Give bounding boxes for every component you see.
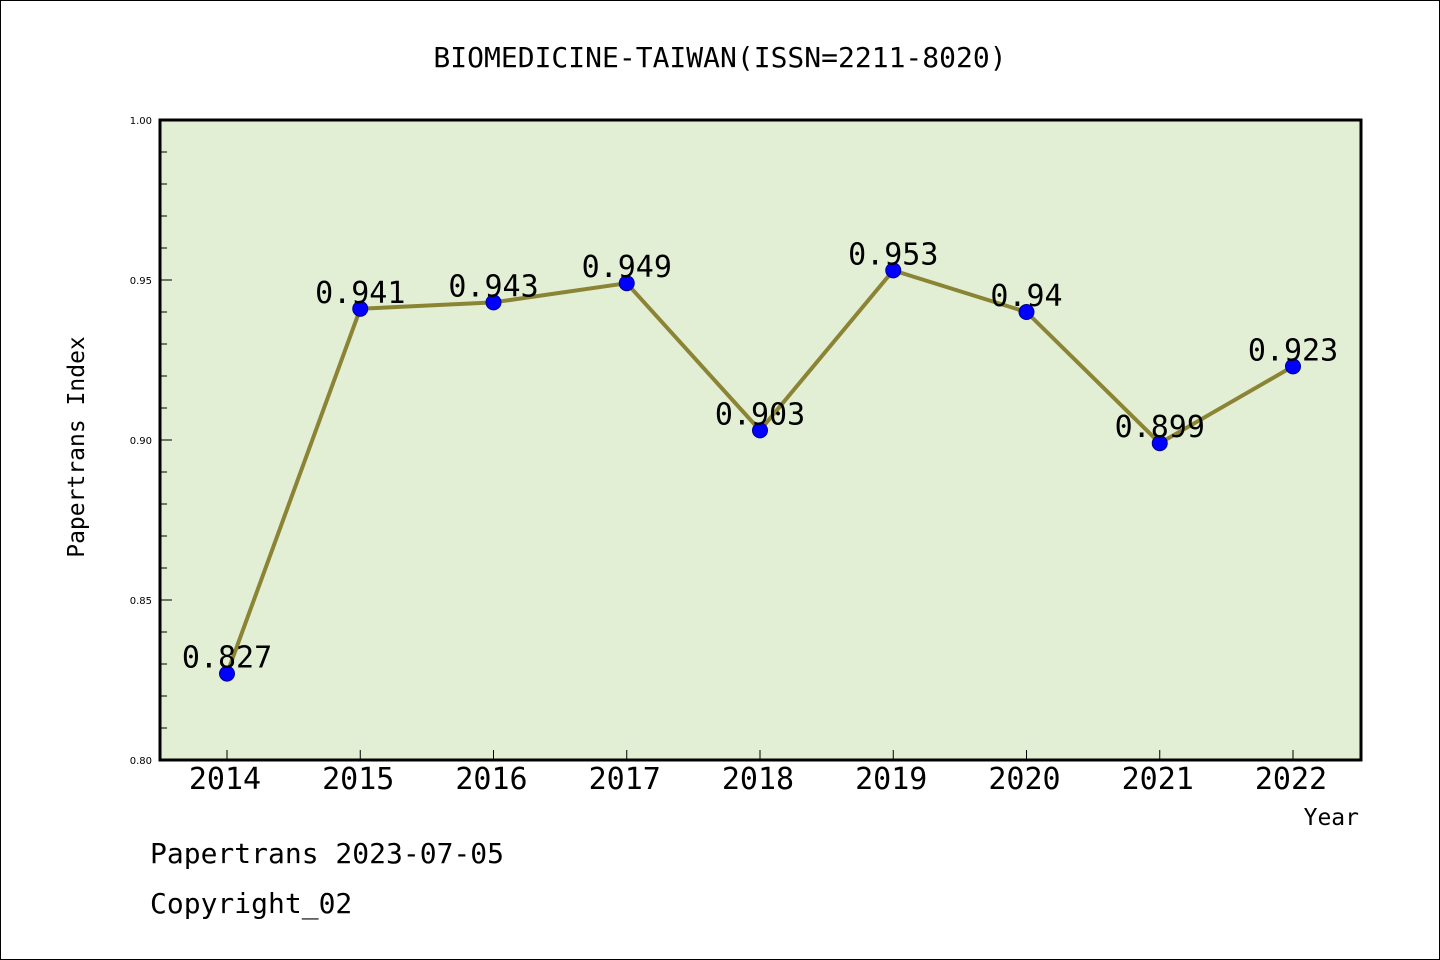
data-label: 0.899 <box>1115 410 1205 445</box>
x-axis-label: Year <box>1304 805 1359 831</box>
y-axis: 0.80 0.85 0.90 0.95 1.00 <box>130 116 172 767</box>
data-point <box>618 275 635 292</box>
data-point <box>1018 304 1035 320</box>
y-tick-label: 1.00 <box>130 116 152 127</box>
data-label-group: 0.827 0.941 0.943 0.949 0.903 0.953 0.94 0.899 0… <box>182 237 1338 675</box>
chart-title: BIOMEDICINE-TAIWAN(ISSN=2211-8020) <box>433 41 1006 74</box>
y-tick-label: 0.90 <box>130 436 152 447</box>
data-label: 0.943 <box>448 269 538 304</box>
data-label: 0.941 <box>315 276 405 311</box>
x-tick-label: 2021 <box>1122 762 1194 797</box>
series-line-group <box>219 262 1301 682</box>
x-tick-label: 2014 <box>189 762 261 797</box>
y-tick-label: 0.95 <box>130 276 152 287</box>
x-tick-label: 2019 <box>855 762 927 797</box>
data-point <box>1285 358 1301 375</box>
footer-copyright: Copyright_02 <box>150 887 352 921</box>
data-label: 0.94 <box>990 279 1062 314</box>
data-label: 0.827 <box>182 641 272 676</box>
y-tick-label: 0.80 <box>130 756 152 767</box>
x-tick-label: 2016 <box>455 762 527 797</box>
y-axis-label: Papertrans Index <box>64 336 90 558</box>
data-label: 0.903 <box>715 397 805 432</box>
data-point <box>352 300 369 317</box>
data-point <box>219 665 235 682</box>
data-label: 0.923 <box>1248 333 1338 368</box>
data-point <box>1151 435 1168 452</box>
footer-date: Papertrans 2023-07-05 <box>150 837 504 870</box>
x-tick-label: 2018 <box>722 762 794 797</box>
x-tick-label: 2015 <box>322 762 394 797</box>
x-tick-label: 2020 <box>988 762 1060 797</box>
data-point <box>485 294 502 311</box>
data-point <box>885 262 902 279</box>
data-point <box>752 422 768 439</box>
x-axis: 2014 2015 2016 2017 2018 2019 2020 2021 2022 <box>189 750 1327 797</box>
x-tick-label: 2022 <box>1255 762 1327 797</box>
data-label: 0.949 <box>582 250 672 285</box>
x-tick-label: 2017 <box>589 762 661 797</box>
y-tick-label: 0.85 <box>130 596 152 607</box>
data-label: 0.953 <box>848 237 938 272</box>
